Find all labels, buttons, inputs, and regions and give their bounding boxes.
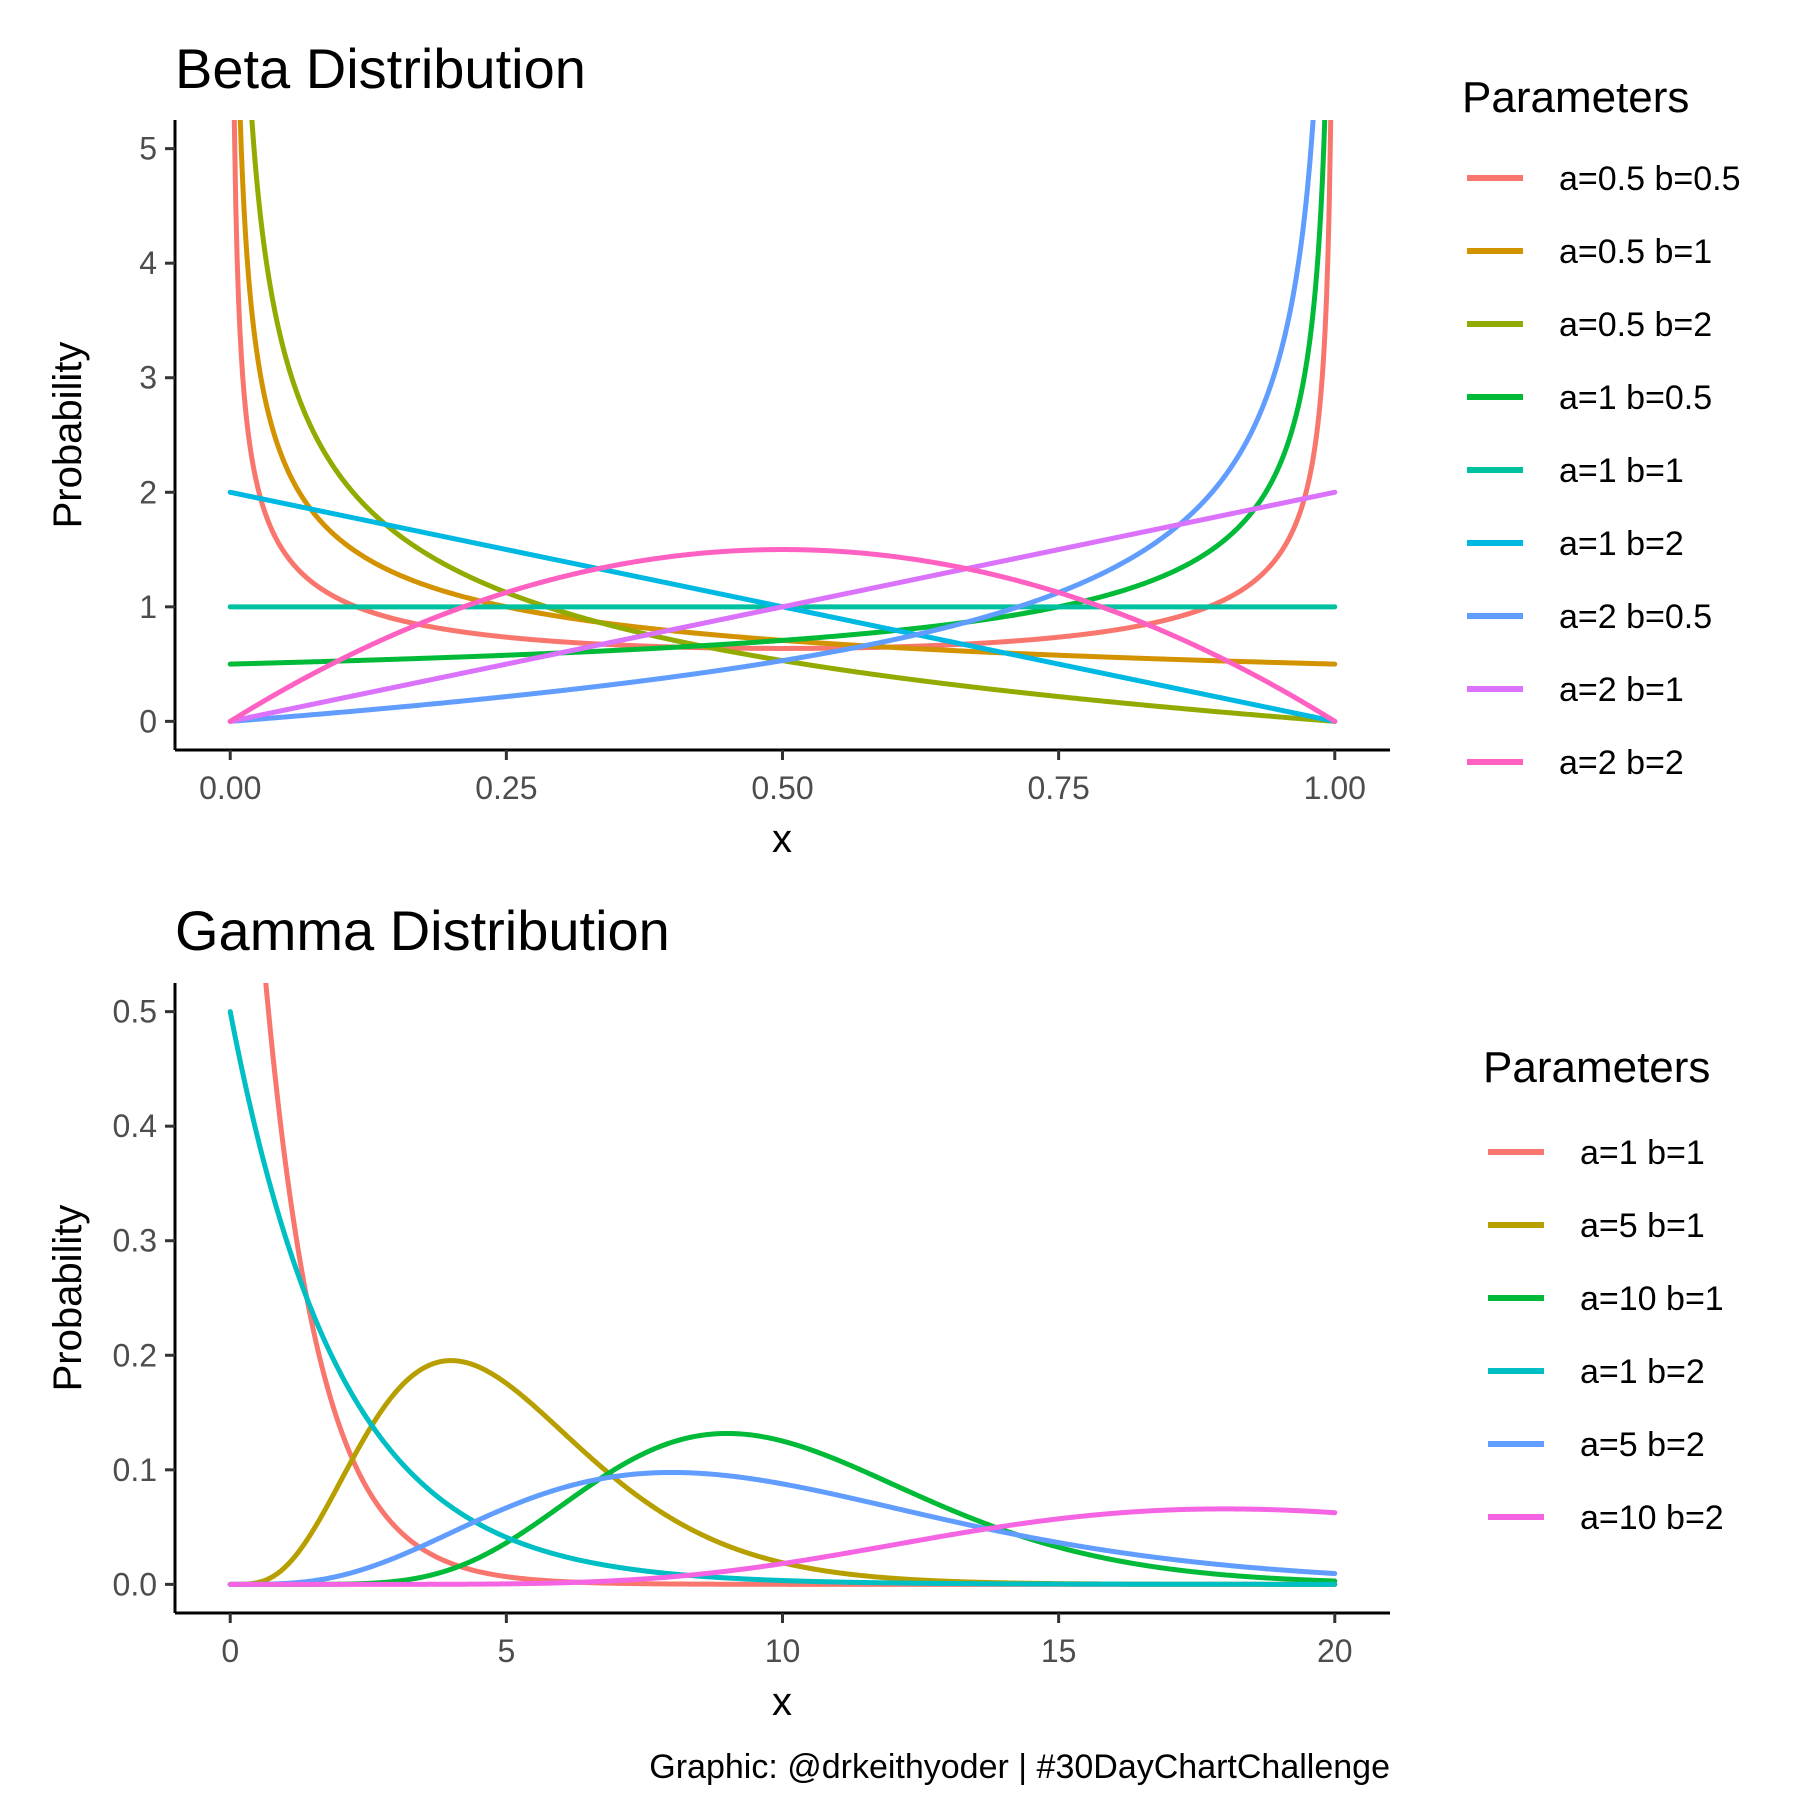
beta-chart: Beta Distribution 0 1 2 3 4 5 0.00 0.25 0.50 0.7… — [46, 37, 1741, 861]
beta-legend-label: a=0.5 b=0.5 — [1559, 160, 1741, 198]
gamma-y-ticks: 0.0 0.1 0.2 0.3 0.4 0.5 — [113, 994, 175, 1602]
gamma-legend-label: a=5 b=2 — [1580, 1426, 1705, 1464]
gamma-series-line — [227, 1009, 1338, 1587]
beta-legend-item: a=0.5 b=0.5 — [1467, 160, 1741, 198]
beta-y-tick-label: 2 — [139, 474, 157, 510]
beta-x-axis-title: x — [772, 817, 792, 861]
beta-y-tick-label: 1 — [139, 589, 157, 625]
beta-chart-title: Beta Distribution — [175, 37, 586, 100]
gamma-legend-item: a=1 b=1 — [1488, 1134, 1705, 1172]
beta-y-tick-label: 4 — [139, 245, 157, 281]
gamma-chart: Gamma Distribution 0.0 0.1 0.2 0.3 0.4 0.5 0 5… — [46, 899, 1724, 1724]
gamma-legend-item: a=1 b=2 — [1488, 1353, 1705, 1391]
beta-legend-title: Parameters — [1462, 73, 1689, 122]
gamma-x-tick-label: 20 — [1317, 1633, 1353, 1669]
gamma-y-tick-label: 0.0 — [113, 1566, 157, 1602]
gamma-legend-label: a=10 b=2 — [1580, 1499, 1724, 1537]
gamma-x-tick-label: 0 — [221, 1633, 239, 1669]
beta-legend-item: a=1 b=0.5 — [1467, 379, 1712, 417]
beta-y-ticks: 0 1 2 3 4 5 — [139, 131, 175, 739]
beta-legend-item: a=1 b=1 — [1467, 452, 1684, 490]
gamma-x-ticks: 0 5 10 15 20 — [221, 1613, 1353, 1669]
gamma-x-tick-label: 10 — [765, 1633, 801, 1669]
gamma-legend-item: a=5 b=2 — [1488, 1426, 1705, 1464]
gamma-chart-title: Gamma Distribution — [175, 899, 670, 962]
beta-series-line — [227, 120, 1328, 667]
gamma-x-axis-title: x — [772, 1680, 792, 1724]
gamma-legend-label: a=10 b=1 — [1580, 1280, 1724, 1318]
gamma-y-tick-label: 0.5 — [113, 994, 157, 1030]
gamma-legend-label: a=1 b=2 — [1580, 1353, 1705, 1391]
gamma-series-line — [263, 983, 1338, 1587]
gamma-y-tick-label: 0.1 — [113, 1452, 157, 1488]
caption: Graphic: @drkeithyoder | #30DayChartChal… — [649, 1748, 1390, 1786]
beta-y-tick-label: 3 — [139, 360, 157, 396]
beta-legend-label: a=2 b=1 — [1559, 671, 1684, 709]
gamma-x-tick-label: 15 — [1041, 1633, 1077, 1669]
gamma-series-line — [227, 1430, 1338, 1587]
beta-legend-label: a=2 b=2 — [1559, 744, 1684, 782]
beta-legend-label: a=2 b=0.5 — [1559, 598, 1712, 636]
gamma-y-tick-label: 0.2 — [113, 1337, 157, 1373]
gamma-series-lines — [227, 983, 1338, 1587]
gamma-y-axis-title: Probability — [46, 1205, 90, 1392]
beta-legend-item: a=2 b=0.5 — [1467, 598, 1712, 636]
beta-legend: Parameters a=0.5 b=0.5 a=0.5 b=1 a=0.5 b=2… — [1462, 73, 1741, 782]
beta-x-tick-label: 1.00 — [1304, 770, 1366, 806]
beta-legend-label: a=0.5 b=1 — [1559, 233, 1712, 271]
gamma-y-tick-label: 0.4 — [113, 1108, 157, 1144]
beta-legend-label: a=1 b=1 — [1559, 452, 1684, 490]
gamma-legend-label: a=1 b=1 — [1580, 1134, 1705, 1172]
beta-series-line — [227, 547, 1338, 724]
beta-x-tick-label: 0.50 — [751, 770, 813, 806]
gamma-legend: Parameters a=1 b=1 a=5 b=1 a=10 b=1 a=1 b=2… — [1483, 1043, 1724, 1537]
gamma-series-line — [227, 1358, 1338, 1587]
beta-legend-label: a=1 b=0.5 — [1559, 379, 1712, 417]
beta-series-line — [249, 120, 1338, 724]
beta-legend-label: a=0.5 b=2 — [1559, 306, 1712, 344]
beta-y-axis-title: Probability — [46, 342, 90, 529]
beta-series-line — [227, 120, 1316, 724]
beta-legend-item: a=2 b=2 — [1467, 744, 1684, 782]
beta-legend-item: a=2 b=1 — [1467, 671, 1684, 709]
beta-x-tick-label: 0.75 — [1027, 770, 1089, 806]
gamma-legend-title: Parameters — [1483, 1043, 1710, 1092]
beta-x-tick-label: 0.00 — [199, 770, 261, 806]
gamma-y-tick-label: 0.3 — [113, 1223, 157, 1259]
gamma-series-line — [227, 1506, 1338, 1587]
beta-y-tick-label: 0 — [139, 703, 157, 739]
gamma-x-tick-label: 5 — [497, 1633, 515, 1669]
beta-series-line — [227, 489, 1338, 724]
gamma-legend-label: a=5 b=1 — [1580, 1207, 1705, 1245]
beta-x-ticks: 0.00 0.25 0.50 0.75 1.00 — [199, 750, 1366, 806]
beta-y-tick-label: 5 — [139, 131, 157, 167]
beta-series-lines — [227, 120, 1338, 724]
beta-legend-item: a=0.5 b=2 — [1467, 306, 1712, 344]
beta-legend-item: a=1 b=2 — [1467, 525, 1684, 563]
beta-legend-item: a=0.5 b=1 — [1467, 233, 1712, 271]
gamma-series-line — [227, 1469, 1338, 1587]
gamma-legend-item: a=5 b=1 — [1488, 1207, 1705, 1245]
gamma-legend-item: a=10 b=2 — [1488, 1499, 1724, 1537]
beta-x-tick-label: 0.25 — [475, 770, 537, 806]
beta-legend-label: a=1 b=2 — [1559, 525, 1684, 563]
gamma-legend-item: a=10 b=1 — [1488, 1280, 1724, 1318]
